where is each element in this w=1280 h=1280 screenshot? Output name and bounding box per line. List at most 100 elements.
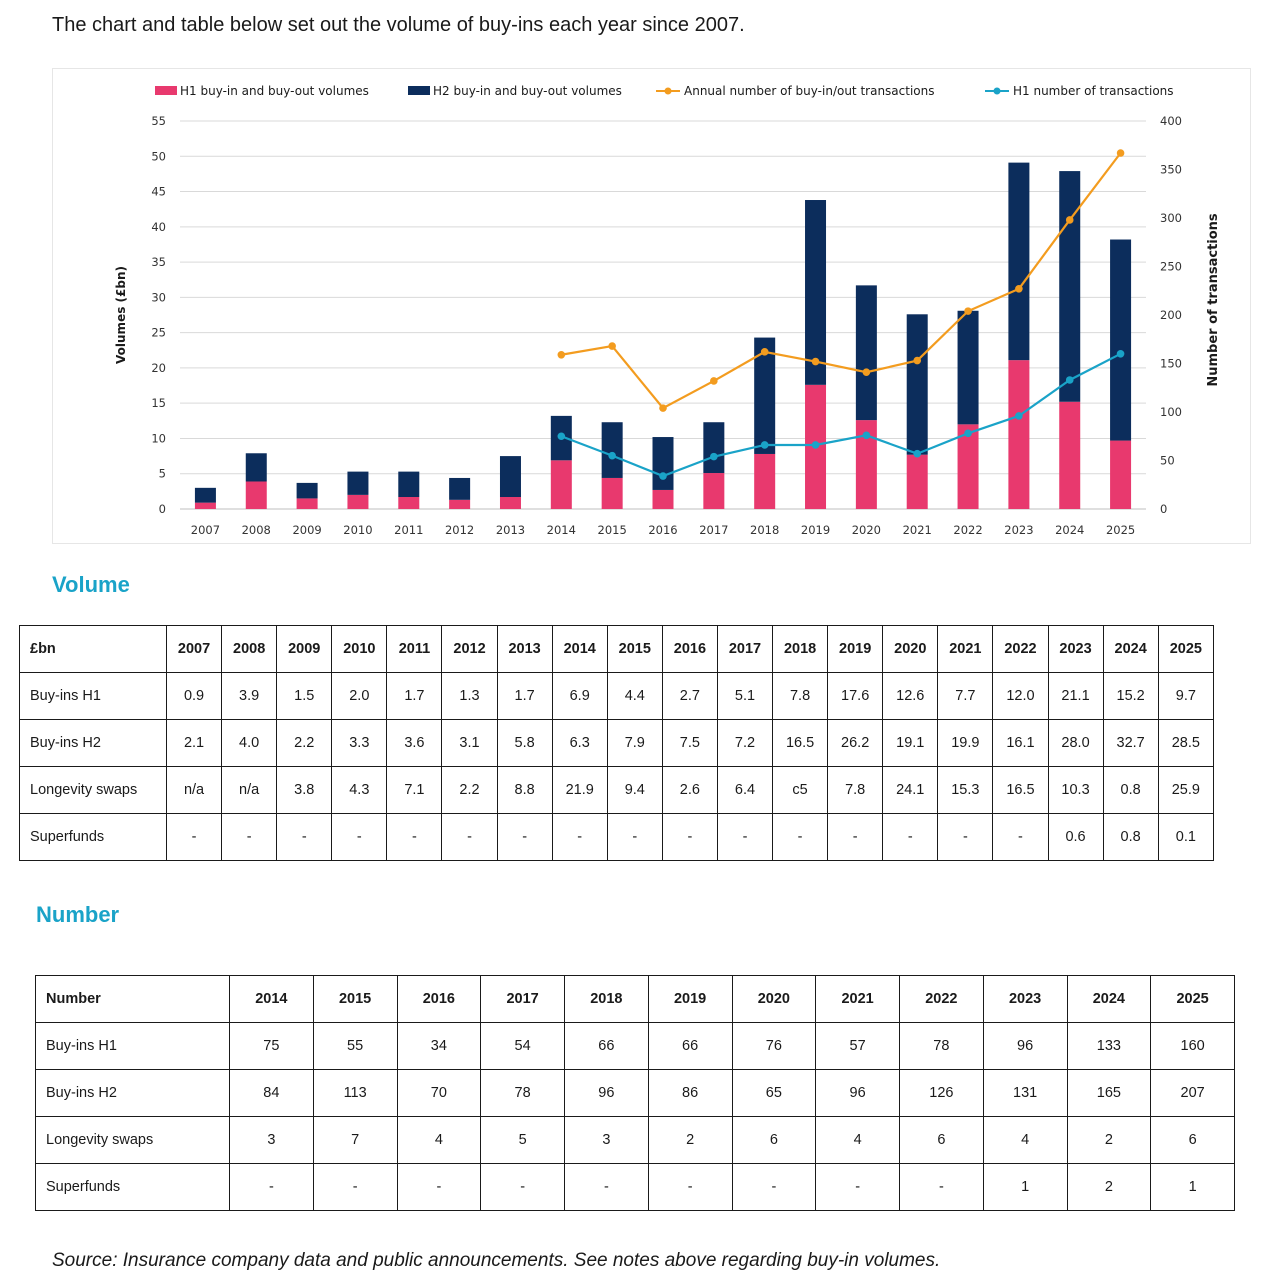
bar-h2-volume: [906, 314, 928, 455]
source-note: Source: Insurance company data and publi…: [52, 1250, 941, 1271]
table-cell: 78: [480, 1069, 565, 1117]
table-cell: 4.3: [331, 766, 388, 814]
table-cell: n/a: [221, 766, 278, 814]
table-cell: 75: [229, 1022, 314, 1070]
legend-label: H1 buy-in and buy-out volumes: [180, 84, 369, 98]
table-row: Buy-ins H2 2.1 4.0 2.2 3.3 3.6 3.1 5.8 6.3 7.9 7.5…: [19, 719, 1215, 767]
table-cell: 21.9: [551, 766, 608, 814]
bar-h1-volume: [449, 499, 471, 509]
point-annual-transactions: [964, 307, 972, 315]
table-cell: 96: [564, 1069, 649, 1117]
bar-h2-volume: [1008, 162, 1030, 361]
table-cell: 7.9: [606, 719, 663, 767]
table-cell: 17.6: [827, 672, 884, 720]
table-cell: 2011: [386, 625, 443, 673]
x-tick-label: 2009: [292, 523, 321, 537]
bar-h2-volume: [805, 200, 827, 385]
table-cell: -: [772, 813, 829, 861]
y-tick-label: 0: [159, 502, 166, 516]
bar-h2-volume: [245, 453, 267, 482]
row-label-cell: £bn: [19, 625, 167, 673]
table-cell: -: [496, 813, 553, 861]
table-cell: 0.1: [1157, 813, 1215, 861]
intro-text: The chart and table below set out the vo…: [52, 14, 745, 36]
y-tick-label: 50: [151, 149, 166, 163]
table-cell: 133: [1066, 1022, 1152, 1070]
table-cell: 2024: [1102, 625, 1159, 673]
table-cell: -: [331, 813, 388, 861]
legend-marker: [993, 87, 1001, 95]
table-cell: 2022: [992, 625, 1049, 673]
bar-h1-volume: [652, 489, 674, 509]
bar-h1-volume: [245, 481, 267, 509]
point-annual-transactions: [710, 377, 718, 385]
table-cell: -: [165, 813, 223, 861]
point-h1-transactions: [1015, 412, 1023, 420]
table-cell: 32.7: [1102, 719, 1159, 767]
point-annual-transactions: [913, 356, 922, 365]
point-h1-transactions: [964, 429, 972, 438]
table-row: Longevity swaps n/a n/a 3.8 4.3 7.1 2.2 8.8 21.9…: [19, 766, 1215, 814]
table-cell: -: [882, 813, 939, 861]
table-row: Buy-ins H1 0.9 3.9 1.5 2.0 1.7 1.3 1.7 6.9 4.4 2.7…: [19, 672, 1215, 720]
table-cell: 6: [731, 1116, 817, 1164]
table-cell: 160: [1150, 1022, 1235, 1070]
table-cell: -: [276, 813, 333, 861]
bar-h1-volume: [1059, 401, 1081, 509]
table-cell: -: [827, 813, 884, 861]
bar-h2-volume: [1110, 239, 1132, 441]
table-cell: -: [716, 813, 774, 861]
table-cell: 15.2: [1102, 672, 1159, 720]
table-cell: 2010: [331, 625, 388, 673]
table-cell: 0.8: [1102, 813, 1159, 861]
point-annual-transactions: [811, 357, 820, 366]
point-h1-transactions: [659, 472, 667, 480]
point-annual-transactions: [659, 404, 667, 412]
table-cell: 84: [229, 1069, 314, 1117]
table-cell: 1: [982, 1163, 1068, 1211]
bar-h2-volume: [957, 310, 979, 425]
table-cell: 2025: [1157, 625, 1215, 673]
x-tick-label: 2025: [1106, 523, 1135, 537]
y-tick-label: 15: [151, 396, 166, 410]
table-cell: 1.3: [441, 672, 498, 720]
table-cell: 0.6: [1047, 813, 1104, 861]
table-cell: -: [661, 813, 718, 861]
y2-tick-label: 100: [1160, 405, 1182, 419]
row-label-cell: Number: [35, 975, 230, 1023]
table-cell: 2016: [661, 625, 718, 673]
y-tick-label: 40: [151, 220, 166, 234]
bar-h1-volume: [550, 460, 572, 509]
table-cell: 21.1: [1047, 672, 1104, 720]
table-cell: -: [647, 1163, 733, 1211]
bar-h2-volume: [296, 482, 318, 499]
volume-chart: 0510152025303540455055050100150200250300…: [114, 84, 1221, 537]
point-h1-transactions: [1065, 376, 1074, 384]
table-cell: 55: [312, 1022, 398, 1070]
table-cell: 16.1: [992, 719, 1049, 767]
table-cell: 19.9: [937, 719, 994, 767]
legend-label: H1 number of transactions: [1013, 84, 1174, 98]
x-tick-label: 2023: [1004, 523, 1033, 537]
table-cell: n/a: [165, 766, 223, 814]
table-cell: 126: [899, 1069, 984, 1117]
table-cell: -: [815, 1163, 900, 1211]
x-tick-label: 2008: [242, 523, 271, 537]
table-cell: 2019: [827, 625, 884, 673]
table-cell: 25.9: [1157, 766, 1215, 814]
table-cell: 2022: [899, 975, 984, 1023]
point-annual-transactions: [608, 342, 616, 350]
row-label-cell: Buy-ins H2: [35, 1069, 230, 1117]
point-h1-transactions: [710, 452, 718, 461]
y-tick-label: 35: [151, 255, 166, 269]
row-label-cell: Buy-ins H1: [35, 1022, 230, 1070]
y2-tick-label: 200: [1160, 308, 1182, 322]
x-tick-label: 2024: [1055, 523, 1084, 537]
table-row: Buy-ins H1 75 55 34 54 66 66 76 57 78 96 133 160: [35, 1022, 1235, 1070]
volume-table: £bn 2007 2008 2009 2010 2011 2012 2013 2014 2015 2…: [19, 625, 1215, 861]
x-tick-label: 2015: [598, 523, 627, 537]
table-cell: 6.9: [551, 672, 608, 720]
table-cell: -: [899, 1163, 984, 1211]
table-cell: 12.0: [992, 672, 1049, 720]
y-tick-label: 10: [151, 431, 166, 445]
